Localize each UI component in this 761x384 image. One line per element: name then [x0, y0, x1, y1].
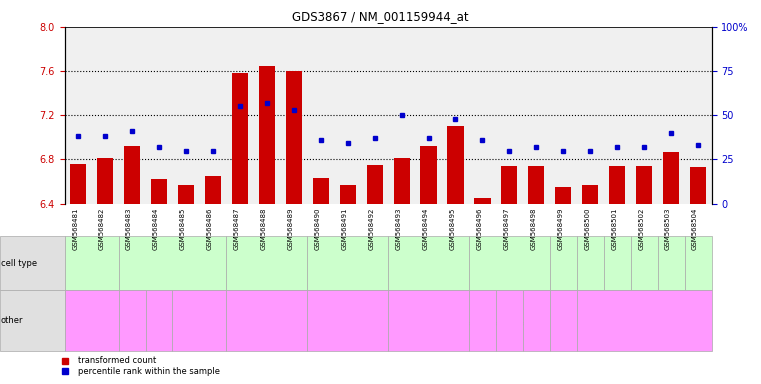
Text: H7
embry
onic
stem: H7 embry onic stem [580, 252, 600, 274]
Bar [205, 176, 221, 204]
Bar [285, 71, 302, 204]
Bar [582, 185, 598, 204]
Text: GSM568492: GSM568492 [368, 207, 374, 250]
Bar [151, 179, 167, 204]
Text: GSM568500: GSM568500 [584, 207, 591, 250]
Bar [232, 73, 248, 204]
Text: GSM568501: GSM568501 [611, 207, 617, 250]
Text: H1
embr
yonic
stem: H1 embr yonic stem [555, 252, 572, 274]
Bar [474, 198, 491, 204]
Text: 4 passages: 4 passages [411, 318, 446, 323]
Bar [447, 126, 463, 204]
Bar [690, 167, 706, 204]
Bar [528, 166, 544, 204]
Text: 5 passages: 5 passages [330, 318, 365, 323]
Text: melanocyte-IPS: melanocyte-IPS [485, 260, 533, 266]
Text: GSM568490: GSM568490 [315, 207, 320, 250]
Bar [556, 187, 572, 204]
Text: GDS3867 / NM_001159944_at: GDS3867 / NM_001159944_at [292, 10, 469, 23]
Text: 14 passages: 14 passages [247, 318, 286, 323]
Text: GSM568497: GSM568497 [503, 207, 509, 250]
Text: GSM568504: GSM568504 [692, 207, 698, 250]
Text: GSM568489: GSM568489 [288, 207, 294, 250]
Text: GSM568493: GSM568493 [396, 207, 402, 250]
Text: 11
passages: 11 passages [495, 315, 524, 326]
Text: fibroblast-IPS: fibroblast-IPS [327, 260, 368, 266]
Bar [367, 165, 383, 204]
Bar [609, 166, 626, 204]
Text: GSM568482: GSM568482 [99, 207, 105, 250]
Text: GSM568483: GSM568483 [126, 207, 132, 250]
Bar [70, 164, 86, 204]
Text: percentile rank within the sample: percentile rank within the sample [78, 367, 221, 376]
Text: H1
embro
id body: H1 embro id body [632, 255, 656, 271]
Text: GSM568484: GSM568484 [153, 207, 159, 250]
Text: hepatocyte: hepatocyte [74, 260, 110, 266]
Bar [636, 166, 652, 204]
Bar [501, 166, 517, 204]
Bar [421, 146, 437, 204]
Text: GSM568498: GSM568498 [530, 207, 537, 250]
Text: n/a: n/a [639, 318, 649, 323]
Text: GSM568494: GSM568494 [422, 207, 428, 250]
Text: 6 pas
sages: 6 pas sages [150, 315, 168, 326]
Text: H9
embro
id body: H9 embro id body [686, 255, 710, 271]
Text: 15
passages: 15 passages [468, 315, 497, 326]
Text: GSM568496: GSM568496 [476, 207, 482, 250]
Text: 50
passages: 50 passages [521, 315, 551, 326]
Bar [393, 158, 409, 204]
Text: H9
embry
onic
stem: H9 embry onic stem [607, 252, 627, 274]
Text: 5 pas
sages: 5 pas sages [123, 315, 142, 326]
Text: transformed count: transformed count [78, 356, 157, 366]
Bar [339, 185, 356, 204]
Text: GSM568485: GSM568485 [180, 207, 186, 250]
Text: H7
embro
id body: H7 embro id body [660, 255, 683, 271]
Text: GSM568499: GSM568499 [557, 207, 563, 250]
Bar [124, 146, 140, 204]
Text: other: other [1, 316, 24, 325]
Text: 60
passa
ges: 60 passa ges [554, 312, 572, 329]
Text: fibroblast: fibroblast [252, 260, 282, 266]
Text: cell type: cell type [1, 258, 37, 268]
Text: GSM568481: GSM568481 [72, 207, 78, 250]
Text: GSM568503: GSM568503 [665, 207, 671, 250]
Bar [97, 158, 113, 204]
Text: 0 passages: 0 passages [74, 318, 110, 323]
Bar [663, 152, 679, 204]
Text: GSM568488: GSM568488 [261, 207, 267, 250]
Text: GSM568491: GSM568491 [342, 207, 348, 250]
Text: hepatocyte-iP
S: hepatocyte-iP S [151, 258, 194, 268]
Bar [313, 178, 329, 204]
Text: GSM568502: GSM568502 [638, 207, 644, 250]
Text: 7 pas
sages: 7 pas sages [190, 315, 209, 326]
Text: GSM568486: GSM568486 [207, 207, 213, 250]
Text: melanocyte: melanocyte [410, 260, 447, 266]
Bar [259, 66, 275, 204]
Bar [178, 185, 194, 204]
Text: GSM568495: GSM568495 [450, 207, 456, 250]
Text: GSM568487: GSM568487 [234, 207, 240, 250]
